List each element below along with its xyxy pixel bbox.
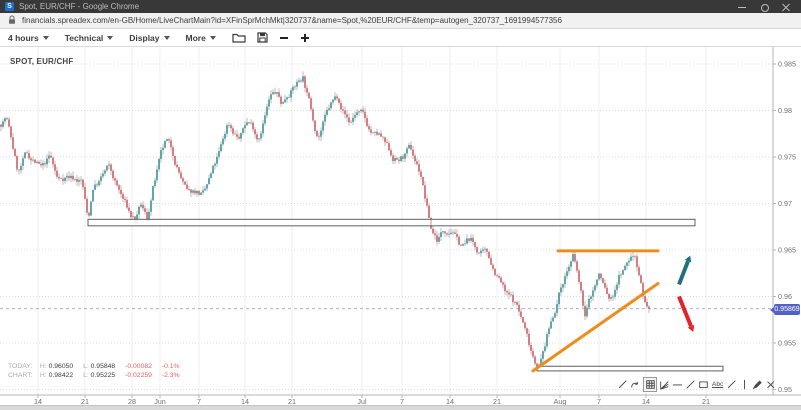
ascending-trendline xyxy=(531,281,660,373)
chart-axes xyxy=(0,47,801,396)
padlock-icon xyxy=(8,12,16,30)
svg-text:0.95: 0.95 xyxy=(778,385,792,394)
tool-delete-icon[interactable] xyxy=(765,378,776,391)
y-axis-labels: 0.985 0.98 0.975 0.97 0.965 0.96 0.955 0.95 xyxy=(773,59,796,394)
browser-url-bar[interactable]: financials.spreadex.com/en-GB/Home/LiveC… xyxy=(0,13,801,29)
chevron-down-icon xyxy=(163,35,170,40)
today-stats-row: TODAY: H: 0.96050 L: 0.95848 -0.00082 -0… xyxy=(8,363,180,370)
price-stats: TODAY: H: 0.96050 L: 0.95848 -0.00082 -0… xyxy=(8,362,188,380)
svg-text:Jul: Jul xyxy=(357,397,367,406)
svg-text:7: 7 xyxy=(597,397,601,406)
tool-text-icon[interactable]: Abc xyxy=(712,380,724,388)
svg-text:0.97: 0.97 xyxy=(778,199,792,208)
tool-fan-lines-icon[interactable] xyxy=(659,378,670,391)
chart-canvas[interactable]: 0.985 0.98 0.975 0.97 0.965 0.96 0.955 0.95 14 21… xyxy=(0,47,801,410)
svg-text:0.985: 0.985 xyxy=(778,59,796,68)
save-chart-button[interactable] xyxy=(257,32,268,43)
display-menu[interactable]: Display xyxy=(129,33,170,43)
svg-text:14: 14 xyxy=(241,397,249,406)
svg-text:0.975: 0.975 xyxy=(778,152,796,161)
chevron-down-icon xyxy=(209,35,216,40)
tool-horizontal-line-icon[interactable] xyxy=(672,378,683,391)
maximize-icon[interactable] xyxy=(760,3,769,12)
svg-text:7: 7 xyxy=(400,397,404,406)
technical-menu[interactable]: Technical xyxy=(65,33,114,43)
chart-symbol-label: SPOT, EUR/CHF xyxy=(10,57,74,66)
tool-elbow-arrow-icon[interactable] xyxy=(630,378,641,391)
candlestick-series xyxy=(0,71,650,370)
svg-text:21: 21 xyxy=(493,397,501,406)
tool-ray-icon[interactable] xyxy=(726,378,737,391)
tool-grid-icon[interactable] xyxy=(643,376,657,392)
window-title: Spot, EUR/CHF - Google Chrome xyxy=(19,2,140,11)
svg-text:0.965: 0.965 xyxy=(778,245,796,254)
svg-text:21: 21 xyxy=(81,397,89,406)
svg-text:7: 7 xyxy=(197,397,201,406)
svg-text:14: 14 xyxy=(446,397,454,406)
tool-marker-icon[interactable] xyxy=(752,378,763,391)
svg-text:28: 28 xyxy=(128,397,136,406)
svg-text:0.955: 0.955 xyxy=(778,338,796,347)
tool-trendline-icon[interactable] xyxy=(685,378,696,391)
support-channel xyxy=(536,365,724,372)
chevron-down-icon xyxy=(107,35,114,40)
open-chart-button[interactable] xyxy=(232,32,246,43)
tool-pencil-icon[interactable] xyxy=(617,378,628,391)
bearish-arrow xyxy=(677,295,693,328)
zoom-in-button[interactable] xyxy=(300,33,310,43)
svg-text:0.96: 0.96 xyxy=(778,292,792,301)
chart-region: 0.985 0.98 0.975 0.97 0.965 0.96 0.955 0.95 14 21… xyxy=(0,47,801,410)
svg-text:0.98: 0.98 xyxy=(778,106,792,115)
x-axis-labels: 14 21 28 Jun 7 14 21 Jul 7 14 21 Aug 7 14 21 xyxy=(34,395,710,406)
svg-text:Jun: Jun xyxy=(154,397,166,406)
more-menu[interactable]: More xyxy=(186,33,216,43)
window-bottom-edge xyxy=(0,405,801,410)
chevron-down-icon xyxy=(42,35,49,40)
svg-text:Aug: Aug xyxy=(554,397,567,406)
chart-annotations xyxy=(87,218,724,373)
minimize-icon[interactable] xyxy=(738,3,746,11)
svg-text:14: 14 xyxy=(642,397,650,406)
tool-vertical-line-icon[interactable] xyxy=(739,378,750,391)
svg-text:21: 21 xyxy=(702,397,710,406)
tool-rectangle-icon[interactable] xyxy=(698,378,709,391)
svg-text:14: 14 xyxy=(34,397,42,406)
chart-stats-row: CHART: H: 0.98422 L: 0.95225 -0.02259 -2… xyxy=(8,372,180,379)
window-titlebar: S Spot, EUR/CHF - Google Chrome xyxy=(0,0,801,13)
close-icon[interactable] xyxy=(782,3,790,11)
resistance-channel xyxy=(87,218,696,227)
spreadex-favicon: S xyxy=(5,2,14,11)
chart-menubar: 4 hours Technical Display More xyxy=(0,29,801,47)
drawing-toolbar: Abc xyxy=(617,376,776,392)
zoom-out-button[interactable] xyxy=(279,33,289,43)
timeframe-menu[interactable]: 4 hours xyxy=(8,33,49,43)
current-price-badge: 0.95869 xyxy=(770,304,800,315)
bullish-arrow xyxy=(677,260,690,286)
url-text[interactable]: financials.spreadex.com/en-GB/Home/LiveC… xyxy=(22,16,562,25)
svg-text:21: 21 xyxy=(288,397,296,406)
